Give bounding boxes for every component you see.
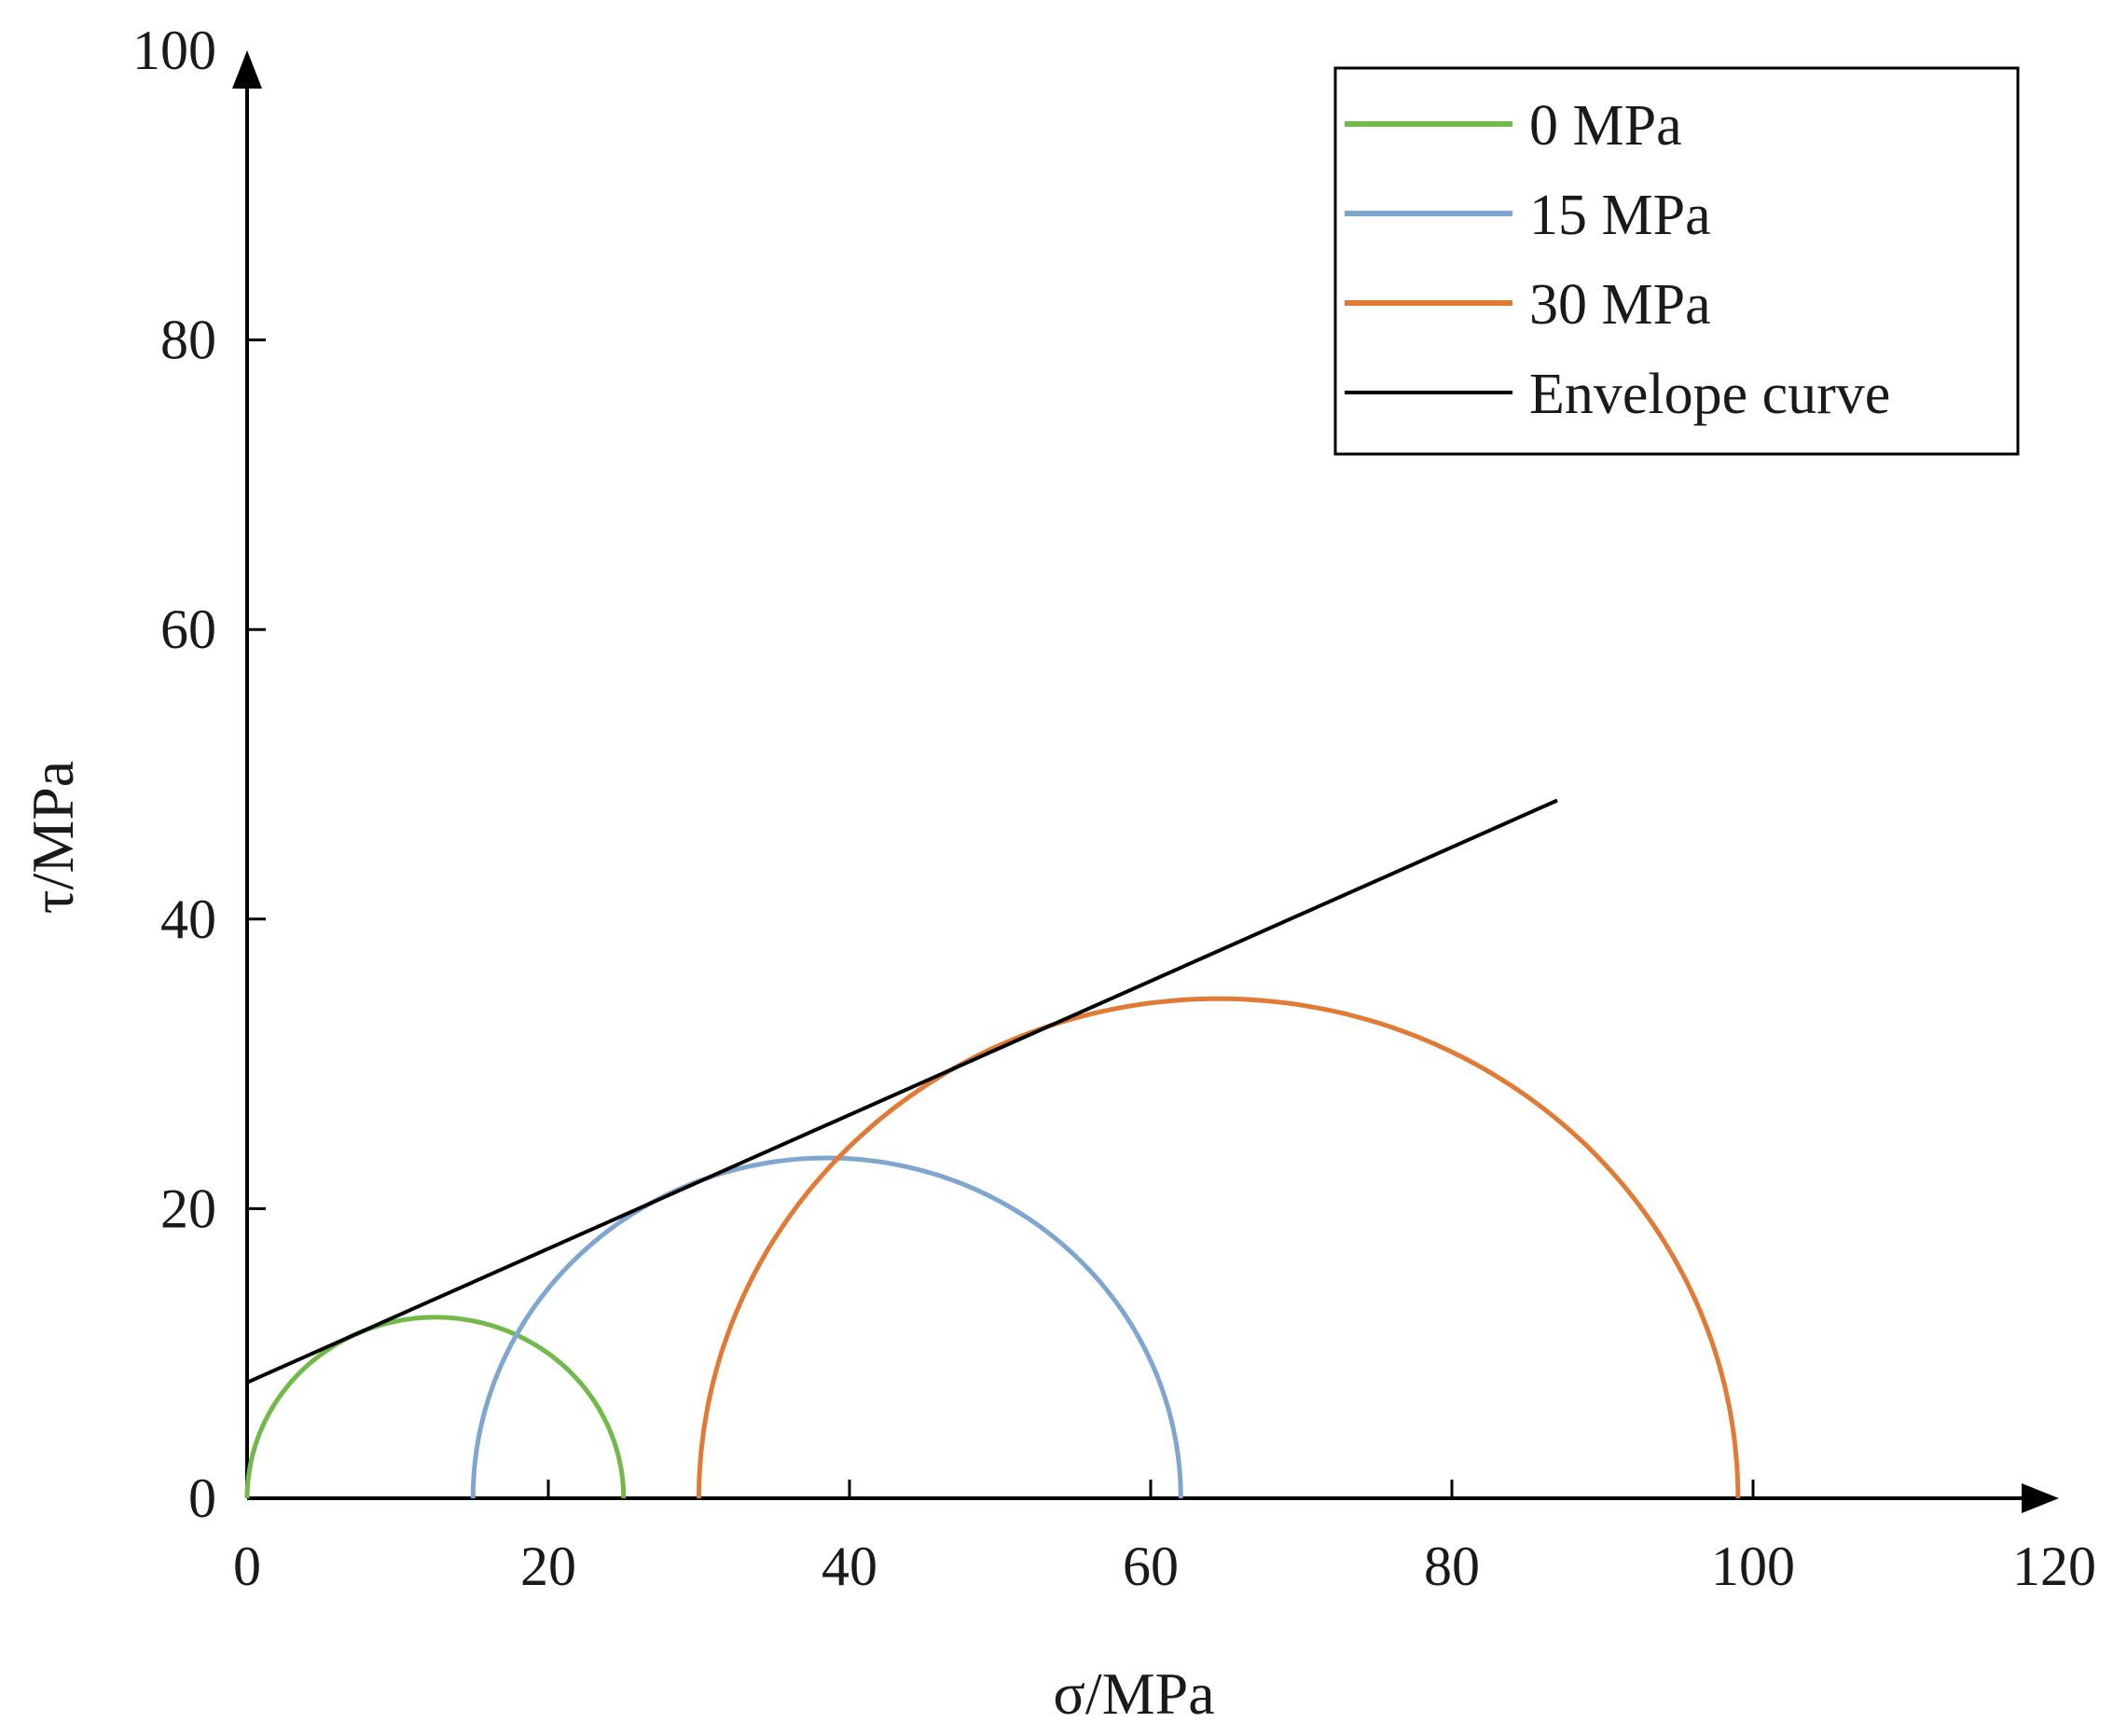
mohr-circle-30-mpa — [697, 996, 1741, 1499]
x-tick-label: 0 — [233, 1536, 261, 1597]
legend-label: 30 MPa — [1529, 273, 1711, 337]
mohr-circle-0-mpa — [244, 1315, 627, 1499]
x-tick-label: 40 — [822, 1536, 877, 1597]
y-tick-label: 0 — [188, 1467, 216, 1529]
legend-label: Envelope curve — [1529, 363, 1890, 426]
legend: 0 MPa 15 MPa 30 MPa Envelope curve — [1333, 66, 2020, 456]
legend-label: 15 MPa — [1529, 184, 1711, 247]
y-axis-arrow — [232, 50, 262, 89]
y-tick-label: 60 — [160, 599, 216, 660]
legend-label: 0 MPa — [1529, 94, 1682, 158]
y-tick-label: 100 — [132, 20, 216, 81]
y-tick-label: 80 — [160, 310, 216, 371]
x-tick-label: 120 — [2012, 1536, 2096, 1597]
y-tick-label: 20 — [160, 1178, 216, 1239]
x-axis-label: σ/MPa — [1053, 1660, 1214, 1727]
x-tick-label: 80 — [1424, 1536, 1480, 1597]
x-axis-arrow — [2022, 1483, 2059, 1513]
tick-marks: 0 20 40 60 80 100 120 0 20 40 60 80 100 — [132, 20, 2096, 1597]
envelope-curve-line — [246, 798, 1558, 1385]
legend-box — [1333, 66, 2020, 456]
y-axis-label: τ/MPa — [20, 761, 86, 914]
axes — [232, 50, 2059, 1513]
plot-curves — [244, 798, 1741, 1499]
x-tick-label: 20 — [520, 1536, 576, 1597]
y-tick-label: 40 — [160, 889, 216, 950]
mohr-circle-15-mpa — [470, 1155, 1183, 1499]
x-tick-label: 60 — [1123, 1536, 1179, 1597]
x-tick-label: 100 — [1711, 1536, 1795, 1597]
